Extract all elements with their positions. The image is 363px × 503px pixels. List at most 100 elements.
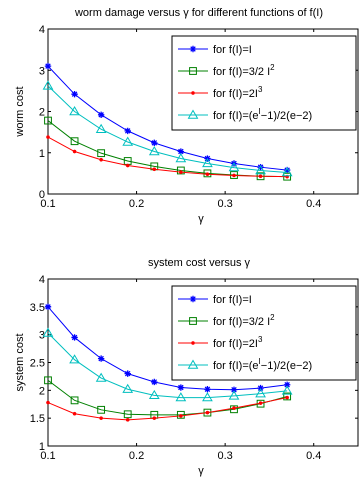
y-tick-label: 1 <box>39 441 45 453</box>
chart-title: worm damage versus γ for different funct… <box>74 7 323 19</box>
series-4 <box>42 327 293 402</box>
legend-entry: for f(I)=2I3 <box>178 85 263 100</box>
legend-label: for f(I)=3/2 I2 <box>213 63 275 78</box>
data-point <box>42 327 54 337</box>
data-point <box>258 174 263 179</box>
data-point <box>285 395 289 400</box>
system-cost-chart: system cost versus γ 0.1 0.2 0.3 0.4 1 1.5 2 2.5… <box>14 257 359 477</box>
data-point <box>255 388 266 398</box>
data-point <box>72 411 77 416</box>
legend-label: for f(I)=(eI−1)/2(e−2) <box>213 107 312 122</box>
y-tick-label: 2.5 <box>30 358 45 370</box>
data-point <box>177 384 185 391</box>
chart-title: system cost versus γ <box>148 257 251 269</box>
x-tick-label: 0.2 <box>129 450 144 462</box>
legend-label: for f(I)=2I3 <box>213 85 263 100</box>
series-line <box>47 397 288 421</box>
data-point <box>179 170 183 174</box>
data-point <box>70 396 79 405</box>
data-point <box>230 386 238 393</box>
data-point <box>70 137 79 146</box>
data-point <box>255 164 266 175</box>
data-point <box>123 410 132 419</box>
data-point <box>179 414 183 418</box>
data-point <box>46 400 50 405</box>
x-tick-label: 0.3 <box>217 198 232 210</box>
y-tick-label: 4 <box>39 24 45 36</box>
legend-box <box>171 35 357 131</box>
data-point <box>124 370 131 377</box>
data-point <box>148 146 160 156</box>
data-point <box>97 405 106 414</box>
legend-entry: for f(I)=I <box>178 294 252 306</box>
data-point <box>125 163 130 168</box>
x-tick-label: 0.1 <box>40 450 55 462</box>
legend-box <box>171 285 357 381</box>
legend-marker <box>191 341 195 345</box>
data-point <box>69 106 80 116</box>
legend-label: for f(I)=3/2 I2 <box>213 313 275 328</box>
legend-marker <box>189 67 197 75</box>
y-tick-label: 2 <box>39 107 45 119</box>
data-point <box>232 173 236 178</box>
series-line <box>47 65 288 171</box>
data-point <box>203 169 212 178</box>
y-tick-label: 0 <box>39 189 45 201</box>
series-line <box>47 85 288 174</box>
legend-label: for f(I)=(eI−1)/2(e−2) <box>213 357 312 372</box>
x-axis-label: γ <box>198 465 204 477</box>
legend-marker <box>189 317 197 325</box>
data-point <box>152 167 157 172</box>
data-point <box>202 157 213 168</box>
legend-entry: for f(I)=(eI−1)/2(e−2) <box>178 107 312 122</box>
x-tick-label: 0.3 <box>217 450 232 462</box>
legend-entry: for f(I)=(eI−1)/2(e−2) <box>178 357 312 372</box>
data-point <box>205 410 210 415</box>
data-point <box>99 416 103 421</box>
data-point <box>148 389 160 400</box>
data-point <box>175 153 187 163</box>
data-point <box>175 392 187 402</box>
data-point <box>232 406 236 410</box>
x-axis-label: γ <box>198 213 204 225</box>
data-point <box>71 334 78 341</box>
legend-marker <box>189 295 197 303</box>
data-point <box>176 410 185 419</box>
data-point <box>124 127 131 135</box>
data-point <box>122 136 134 146</box>
x-tick-label: 0.2 <box>129 198 144 210</box>
data-point <box>95 372 107 382</box>
data-point <box>281 385 293 395</box>
legend-entry: for f(I)=3/2 I2 <box>178 63 275 78</box>
series-4 <box>42 80 293 177</box>
data-point <box>72 149 77 154</box>
data-point <box>97 149 106 158</box>
data-point <box>177 148 185 155</box>
legend-marker <box>187 359 199 369</box>
data-point <box>71 90 78 98</box>
data-point <box>204 386 211 393</box>
worm-damage-chart: worm damage versus γ for different funct… <box>14 7 359 225</box>
legend-entry: for f(I)=I <box>178 44 252 56</box>
data-point <box>281 167 293 177</box>
y-tick-label: 3 <box>39 65 45 77</box>
data-point <box>44 303 52 311</box>
data-point <box>44 116 52 125</box>
legend-label: for f(I)=I <box>213 44 252 56</box>
data-point <box>97 355 105 362</box>
data-point <box>95 123 107 133</box>
y-tick-label: 3 <box>39 330 45 342</box>
data-point <box>69 354 80 364</box>
legend-marker <box>191 91 195 95</box>
legend-entry: for f(I)=3/2 I2 <box>178 313 275 328</box>
data-point <box>283 381 291 388</box>
data-point <box>151 378 158 386</box>
series-line <box>47 136 288 178</box>
y-tick-label: 3.5 <box>30 302 45 314</box>
legend-label: for f(I)=2I3 <box>213 335 263 350</box>
y-tick-label: 2 <box>39 385 45 397</box>
data-point <box>257 163 264 171</box>
data-point <box>230 405 238 414</box>
data-point <box>228 162 240 172</box>
